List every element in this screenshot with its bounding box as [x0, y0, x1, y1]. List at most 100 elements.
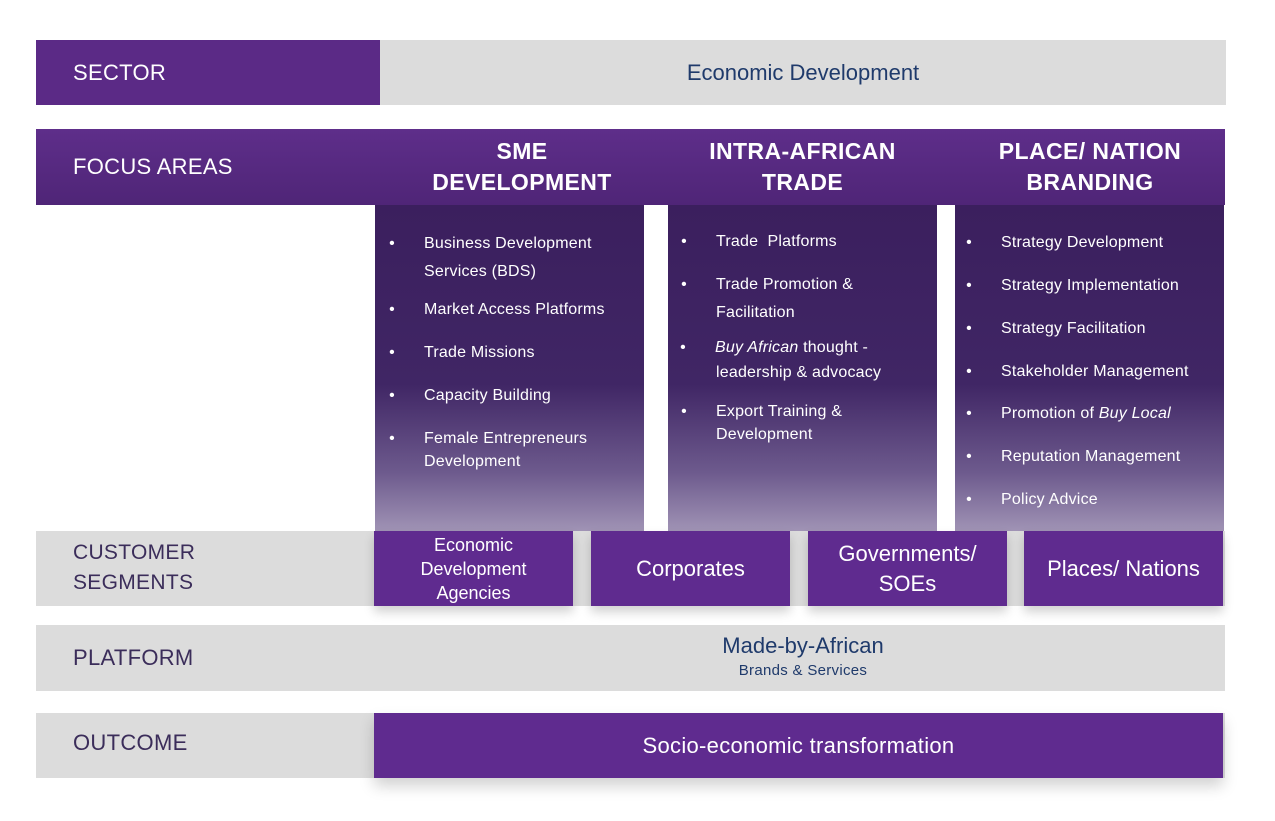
list-item: • Promotion of Buy Local — [966, 401, 1171, 426]
list-item: • Market Access Platforms — [389, 297, 605, 322]
bullet-icon: • — [966, 277, 972, 294]
italic-text: Buy African — [715, 339, 799, 356]
list-item-text: Trade Missions — [424, 344, 535, 361]
list-item-text: Development — [716, 426, 813, 443]
focus-areas-label: FOCUS AREAS — [73, 154, 233, 179]
list-item: • Trade Missions — [389, 340, 535, 365]
sector-value: Economic Development — [686, 59, 920, 85]
segment-corporates: Corporates — [591, 531, 790, 606]
list-item-text: Services (BDS) — [424, 263, 537, 280]
list-item-text: Promotion of Buy Local — [1001, 401, 1171, 426]
list-item-text: Female Entrepreneurs — [424, 430, 588, 447]
bullet-icon: • — [966, 320, 972, 337]
platform-row — [36, 625, 1225, 691]
focus-heading-line: DEVELOPMENT — [432, 169, 612, 195]
list-item: • Trade Platforms — [681, 229, 837, 254]
list-item: • Strategy Facilitation — [966, 316, 1146, 341]
bullet-icon: • — [966, 363, 972, 380]
customer-segments-label: CUSTOMER SEGMENTS — [73, 538, 373, 598]
segment-places-nations: Places/ Nations — [1024, 531, 1223, 606]
branding-column: • Strategy Development • Strategy Implem… — [955, 205, 1224, 531]
bullet-icon: • — [966, 234, 972, 251]
platform-label: PLATFORM — [73, 645, 194, 670]
bullet-icon: • — [389, 387, 395, 404]
trade-column: • Trade Platforms • Trade Promotion & Fa… — [668, 205, 937, 531]
bullet-icon: • — [389, 344, 395, 361]
segment-text: Economic — [433, 534, 514, 555]
segment-text: Agencies — [436, 582, 511, 603]
list-item-text: Promotion of — [1001, 405, 1099, 422]
list-item-text: Policy Advice — [1001, 491, 1098, 508]
outcome-label: OUTCOME — [73, 730, 188, 755]
segment-text: Places/ Nations — [1047, 555, 1200, 581]
list-item-text: thought - — [798, 339, 869, 356]
list-item: • Export Training & Development — [681, 399, 843, 447]
italic-text: Buy Local — [1098, 405, 1171, 422]
bullet-icon: • — [389, 235, 395, 252]
focus-heading-line: SME — [496, 138, 548, 164]
list-item-text: leadership & advocacy — [716, 364, 882, 381]
label-line: CUSTOMER — [73, 541, 196, 564]
list-item-text: Reputation Management — [1001, 448, 1181, 465]
bullet-icon: • — [681, 233, 687, 250]
bullet-icon: • — [681, 403, 687, 420]
list-item: • Reputation Management — [966, 444, 1181, 469]
segment-text: SOEs — [878, 570, 937, 596]
bullet-icon: • — [966, 448, 972, 465]
segment-text: Governments/ — [838, 540, 977, 566]
bullet-icon: • — [966, 405, 972, 422]
focus-heading-line: TRADE — [761, 169, 844, 195]
list-item-text: Development — [424, 453, 521, 470]
focus-areas-bar — [36, 129, 1225, 205]
list-item: • Buy African thought - leadership & adv… — [680, 335, 882, 385]
list-item-text: Strategy Implementation — [1001, 277, 1180, 294]
focus-heading-trade: INTRA-AFRICAN TRADE — [660, 129, 945, 205]
list-item: • Policy Advice — [966, 487, 1098, 512]
sector-label-box: SECTOR — [36, 40, 380, 105]
list-item-text: Capacity Building — [424, 387, 552, 404]
list-item-text: Strategy Development — [1001, 234, 1164, 251]
focus-heading-sme: SME DEVELOPMENT — [376, 129, 668, 205]
segment-text: Development — [420, 558, 527, 579]
platform-label-box: PLATFORM — [73, 625, 194, 691]
list-item-text: Buy African thought - — [715, 335, 881, 360]
list-item-text: Trade Platforms — [716, 233, 837, 250]
list-item-text: Facilitation — [716, 304, 795, 321]
platform-title: Made-by-African — [722, 633, 884, 658]
segment-text: Corporates — [636, 555, 745, 581]
focus-heading-line: BRANDING — [1026, 169, 1154, 195]
outcome-value: Socio-economic transformation — [642, 732, 955, 758]
sector-value-box: Economic Development — [380, 40, 1226, 105]
list-item-text: Export Training & — [716, 403, 843, 420]
list-item: • Strategy Development — [966, 230, 1164, 255]
outcome-label-box: OUTCOME — [73, 713, 188, 773]
bullet-icon: • — [680, 339, 686, 356]
list-item-text: Market Access Platforms — [424, 301, 605, 318]
sme-column: • Business Development Services (BDS) • … — [375, 205, 644, 531]
list-item: • Female Entrepreneurs Development — [389, 426, 588, 474]
list-item-text: Strategy Facilitation — [1001, 320, 1146, 337]
bullet-icon: • — [389, 301, 395, 318]
list-item: • Stakeholder Management — [966, 359, 1189, 384]
segment-economic-development-agencies: Economic Development Agencies — [374, 531, 573, 606]
list-item-text: Stakeholder Management — [1001, 363, 1189, 380]
list-item-text: Business Development — [424, 235, 592, 252]
bullet-icon: • — [389, 430, 395, 447]
platform-subtitle: Brands & Services — [738, 662, 868, 679]
bullet-icon: • — [966, 491, 972, 508]
focus-heading-branding: PLACE/ NATION BRANDING — [955, 129, 1225, 205]
list-item: • Trade Promotion & Facilitation — [681, 272, 854, 325]
label-line: SEGMENTS — [73, 571, 194, 594]
focus-areas-label-box: FOCUS AREAS — [36, 129, 380, 205]
list-item: • Strategy Implementation — [966, 273, 1180, 298]
segment-governments-soes: Governments/ SOEs — [808, 531, 1007, 606]
list-item: • Business Development Services (BDS) — [389, 231, 592, 284]
focus-heading-line: PLACE/ NATION — [998, 138, 1182, 164]
focus-heading-line: INTRA-AFRICAN — [709, 138, 896, 164]
outcome-box: Socio-economic transformation — [374, 713, 1223, 778]
sector-label: SECTOR — [73, 59, 167, 85]
list-item: • Capacity Building — [389, 383, 552, 408]
list-item-text: Trade Promotion & — [716, 276, 854, 293]
bullet-icon: • — [681, 276, 687, 293]
